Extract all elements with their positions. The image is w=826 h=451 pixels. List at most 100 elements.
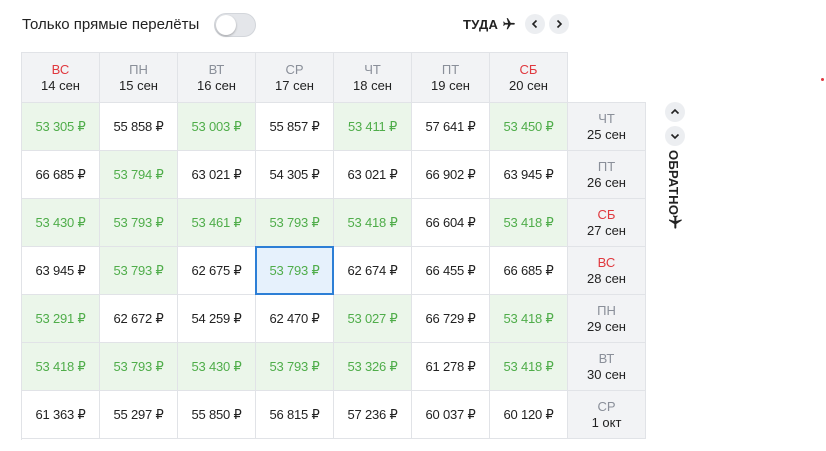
date: 16 сен: [197, 77, 236, 93]
price-cell[interactable]: 53 793 ₽: [255, 246, 334, 295]
price-cell[interactable]: 54 259 ₽: [178, 295, 256, 343]
weekday: ПТ: [441, 61, 460, 77]
price-cell[interactable]: 66 455 ₽: [412, 247, 490, 295]
price-cell[interactable]: 53 418 ₽: [334, 199, 412, 247]
chevron-right: [556, 19, 563, 29]
outbound-date-header: СР 17 сен: [255, 52, 334, 103]
date: 14 сен: [41, 77, 80, 93]
date: 30 сен: [587, 366, 626, 382]
chevron-down: [670, 133, 680, 140]
date: 20 сен: [509, 77, 548, 93]
price-cell[interactable]: 53 430 ₽: [22, 199, 100, 247]
outbound-date-header: ПН 15 сен: [99, 52, 178, 103]
weekday: ВС: [51, 61, 70, 77]
chevron-up: [670, 108, 680, 115]
price-cell[interactable]: 55 857 ₽: [256, 103, 334, 151]
price-cell[interactable]: 63 021 ₽: [178, 151, 256, 199]
price-cell[interactable]: 61 278 ₽: [412, 343, 490, 391]
price-cell[interactable]: 56 815 ₽: [256, 391, 334, 439]
weekday: СБ: [597, 206, 616, 222]
price-cell[interactable]: 53 793 ₽: [256, 343, 334, 391]
price-cell[interactable]: 53 003 ₽: [178, 103, 256, 151]
return-date-header: ВС 28 сен: [567, 246, 646, 295]
price-cell[interactable]: 53 326 ₽: [334, 343, 412, 391]
date: 15 сен: [119, 77, 158, 93]
price-cell[interactable]: 62 674 ₽: [334, 247, 412, 295]
price-cell[interactable]: 63 021 ₽: [334, 151, 412, 199]
price-cell[interactable]: 53 418 ₽: [490, 343, 568, 391]
return-date-header: ПН 29 сен: [567, 294, 646, 343]
price-cell[interactable]: 53 793 ₽: [100, 247, 178, 295]
price-cell[interactable]: 60 037 ₽: [412, 391, 490, 439]
return-date-header: СБ 27 сен: [567, 198, 646, 247]
price-cell[interactable]: 66 685 ₽: [490, 247, 568, 295]
weekday: СБ: [519, 61, 538, 77]
price-cell[interactable]: 53 461 ₽: [178, 199, 256, 247]
weekday: ЧТ: [364, 61, 381, 77]
price-cell[interactable]: 53 305 ₽: [22, 103, 100, 151]
price-cell[interactable]: 62 470 ₽: [256, 295, 334, 343]
plane-icon: [503, 18, 515, 30]
price-cell[interactable]: 53 418 ₽: [490, 199, 568, 247]
indicator-dot: [821, 78, 824, 81]
outbound-date-header: ВТ 16 сен: [177, 52, 256, 103]
weekday: ПТ: [597, 158, 616, 174]
date: 26 сен: [587, 174, 626, 190]
price-cell[interactable]: 53 418 ₽: [490, 295, 568, 343]
price-cell[interactable]: 53 411 ₽: [334, 103, 412, 151]
price-cell[interactable]: 55 850 ₽: [178, 391, 256, 439]
return-plane-icon: [669, 215, 682, 229]
price-cell[interactable]: 63 945 ₽: [22, 247, 100, 295]
prev-return-button[interactable]: [665, 102, 685, 122]
outbound-date-header: СБ 20 сен: [489, 52, 568, 103]
price-cell[interactable]: 53 794 ₽: [100, 151, 178, 199]
prev-week-button[interactable]: [525, 14, 545, 34]
next-week-button[interactable]: [549, 14, 569, 34]
return-label: ОБРАТНО: [666, 150, 681, 215]
date: 19 сен: [431, 77, 470, 93]
price-cell[interactable]: 66 685 ₽: [22, 151, 100, 199]
price-cell[interactable]: 55 297 ₽: [100, 391, 178, 439]
price-cell[interactable]: 53 450 ₽: [490, 103, 568, 151]
outbound-date-header: ЧТ 18 сен: [333, 52, 412, 103]
weekday: ПН: [129, 61, 148, 77]
price-cell[interactable]: 57 236 ₽: [334, 391, 412, 439]
price-cell[interactable]: 53 430 ₽: [178, 343, 256, 391]
price-cell[interactable]: 53 793 ₽: [256, 199, 334, 247]
date: 27 сен: [587, 222, 626, 238]
direct-flights-label: Только прямые перелёты: [22, 16, 200, 33]
date: 29 сен: [587, 318, 626, 334]
outbound-text: ТУДА: [463, 17, 499, 32]
outbound-date-header: ВС 14 сен: [21, 52, 100, 103]
return-text: ОБРАТНО: [666, 150, 681, 216]
price-cell[interactable]: 66 902 ₽: [412, 151, 490, 199]
price-cell[interactable]: 53 027 ₽: [334, 295, 412, 343]
price-cell[interactable]: 57 641 ₽: [412, 103, 490, 151]
return-date-header: ПТ 26 сен: [567, 150, 646, 199]
price-cell[interactable]: 53 418 ₽: [22, 343, 100, 391]
direct-flights-toggle[interactable]: [214, 13, 256, 37]
weekday: СР: [597, 398, 616, 414]
date: 1 окт: [591, 414, 622, 430]
price-cell[interactable]: 61 363 ₽: [22, 391, 100, 439]
price-cell[interactable]: 55 858 ₽: [100, 103, 178, 151]
price-cell[interactable]: 53 291 ₽: [22, 295, 100, 343]
next-return-button[interactable]: [665, 126, 685, 146]
price-cell[interactable]: 53 793 ₽: [100, 199, 178, 247]
price-cell[interactable]: 53 793 ₽: [100, 343, 178, 391]
price-cell[interactable]: 62 675 ₽: [178, 247, 256, 295]
date: 28 сен: [587, 270, 626, 286]
return-date-header: СР 1 окт: [567, 390, 646, 439]
price-cell[interactable]: 63 945 ₽: [490, 151, 568, 199]
chevron-left: [531, 19, 538, 29]
weekday: ВТ: [598, 350, 615, 366]
price-cell[interactable]: 54 305 ₽: [256, 151, 334, 199]
weekday: ПН: [597, 302, 616, 318]
price-cell[interactable]: 66 604 ₽: [412, 199, 490, 247]
price-cell[interactable]: 62 672 ₽: [100, 295, 178, 343]
price-cell[interactable]: 66 729 ₽: [412, 295, 490, 343]
price-cell[interactable]: 60 120 ₽: [490, 391, 568, 439]
outbound-date-header: ПТ 19 сен: [411, 52, 490, 103]
